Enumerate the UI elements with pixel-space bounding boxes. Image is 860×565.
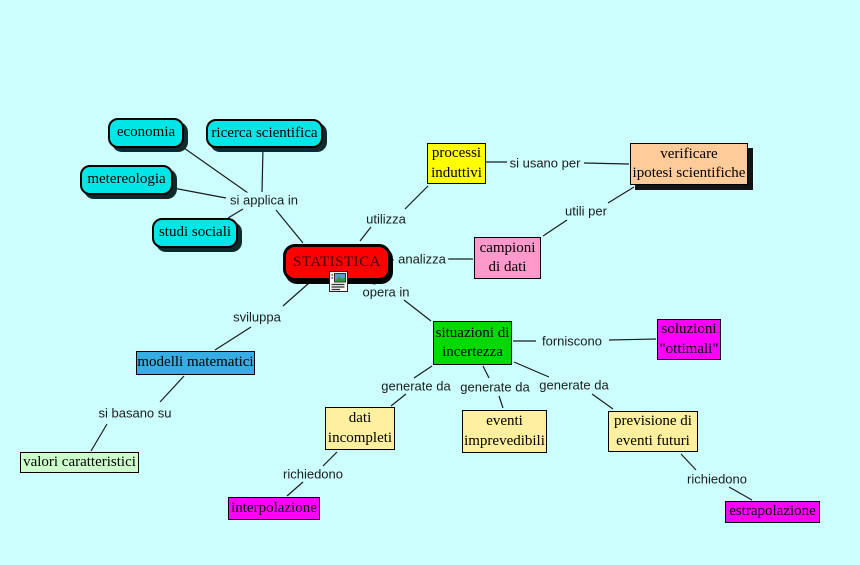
link-label-richiedono-1[interactable]: richiedono (281, 466, 345, 482)
node-previsione-di-eventi-futuri[interactable]: previsione di eventi futuri (608, 411, 698, 452)
node-economia[interactable]: economia (108, 118, 184, 148)
link-label-generate-da-2[interactable]: generate da (458, 379, 532, 395)
link-label-si-applica-in[interactable]: si applica in (228, 192, 300, 208)
link-label-analizza[interactable]: - analizza (388, 251, 448, 267)
connector-line (498, 395, 504, 409)
node-estrapolazione[interactable]: estrapolazione (725, 501, 820, 523)
node-verificare-ipotesi-scientifiche[interactable]: verificare ipotesi scientifiche (630, 143, 748, 185)
node-statistica[interactable]: STATISTICA (283, 244, 391, 281)
connector-line (390, 393, 407, 407)
connector-line (404, 185, 429, 210)
connector-line (607, 186, 635, 204)
node-dati-incompleti[interactable]: dati incompleti (325, 407, 395, 450)
node-eventi-imprevedibili[interactable]: eventi imprevedibili (462, 410, 547, 453)
connector-line (275, 209, 304, 244)
link-label-sviluppa[interactable]: sviluppa (231, 309, 283, 325)
connector-line (482, 365, 490, 379)
node-campioni-di-dati[interactable]: campioni di dati (474, 237, 541, 279)
link-label-opera-in[interactable]: opera in (360, 284, 412, 300)
node-modelli-matematici[interactable]: modelli matematici (136, 351, 255, 375)
node-studi-sociali[interactable]: studi sociali (152, 218, 238, 248)
node-valori-caratteristici[interactable]: valori caratteristici (20, 452, 139, 473)
connector-line (286, 481, 304, 497)
connector-line (728, 486, 753, 501)
connector-line (513, 361, 550, 378)
link-label-si-basano-su[interactable]: si basano su (96, 405, 174, 421)
connector-line (227, 208, 244, 219)
connector-line (680, 453, 697, 471)
connector-line (403, 299, 432, 322)
link-label-richiedono-2[interactable]: richiedono (685, 471, 749, 487)
connector-line (261, 147, 264, 193)
connector-line (90, 423, 108, 452)
connector-line (542, 219, 568, 237)
connector-line (172, 187, 227, 199)
connector-line (159, 375, 185, 403)
connector-line (322, 451, 338, 467)
connector-line (583, 162, 630, 165)
connector-line (591, 393, 614, 410)
node-interpolazione[interactable]: interpolazione (228, 497, 320, 520)
image-document-icon[interactable] (329, 271, 348, 292)
connector-line (413, 365, 433, 379)
connector-line (359, 226, 372, 242)
link-label-si-usano-per[interactable]: si usano per (507, 155, 583, 171)
connector-line (214, 326, 252, 351)
connector-line (183, 147, 249, 194)
node-situazioni-di-incertezza[interactable]: situazioni di incertezza (433, 321, 512, 365)
connector-line (608, 338, 657, 341)
connector-line (282, 282, 310, 307)
node-ricerca-scientifica[interactable]: ricerca scientifica (206, 119, 323, 148)
node-processi-induttivi[interactable]: processi induttivi (427, 143, 486, 184)
node-metereologia[interactable]: metereologia (80, 165, 173, 195)
link-label-forniscono[interactable]: forniscono (540, 333, 604, 349)
link-label-generate-da-1[interactable]: generate da (379, 378, 453, 394)
link-label-utili-per[interactable]: utili per (563, 203, 609, 219)
node-soluzioni-ottimali[interactable]: soluzioni "ottimali" (657, 319, 721, 360)
link-label-generate-da-3[interactable]: generate da (537, 377, 611, 393)
link-label-utilizza[interactable]: utilizza (364, 211, 408, 227)
